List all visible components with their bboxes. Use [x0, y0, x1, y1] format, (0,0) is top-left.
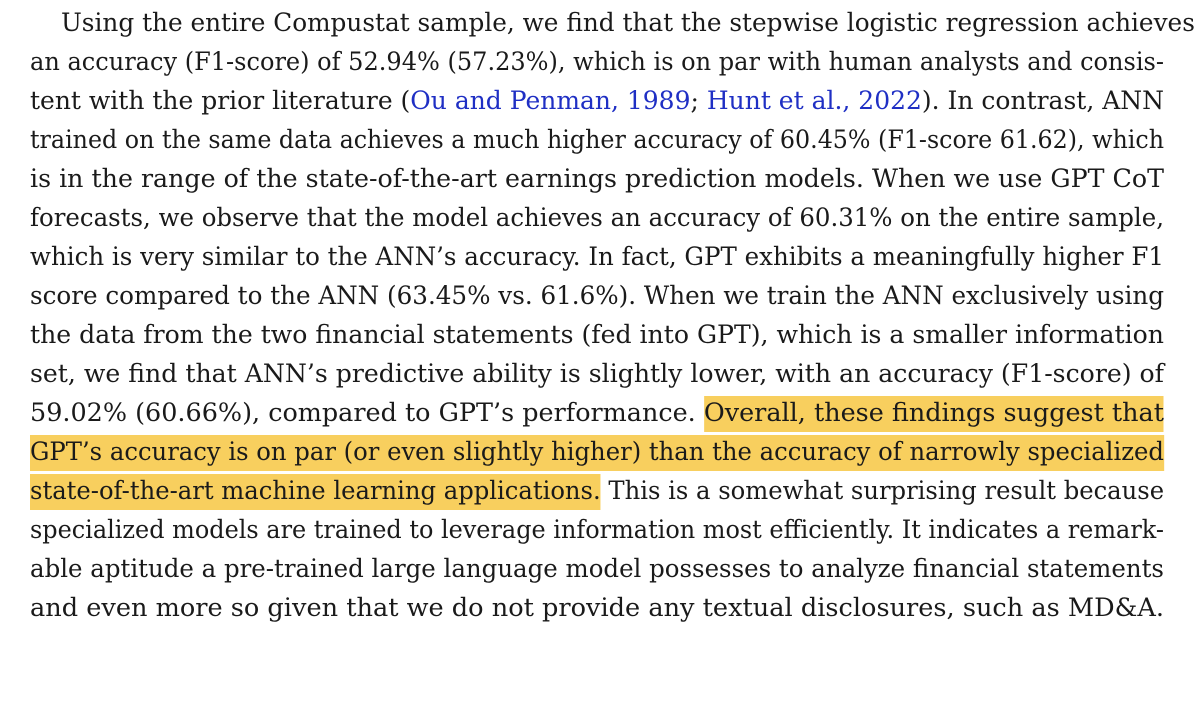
text-line: Using the entire Compustat sample, we fi…	[30, 3, 1195, 43]
text-line: set, we find that ANN’s predictive abili…	[30, 354, 1164, 394]
citation-link-ou-penman[interactable]: Ou and Penman, 1989	[410, 86, 691, 116]
text-line-last: and even more so given that we do not pr…	[30, 588, 1164, 628]
text-span: forecasts, we observe that the model ach…	[30, 203, 1164, 233]
text-span: able aptitude a pre-trained large langua…	[30, 554, 1164, 584]
text-span: set, we find that ANN’s predictive abili…	[30, 359, 1164, 389]
text-line: which is very similar to the ANN’s accur…	[30, 237, 1164, 277]
text-span: tent with the prior literature (	[30, 86, 411, 116]
text-span: Using the entire Compustat sample, we fi…	[60, 8, 1195, 38]
text-line: state-of-the-art machine learning applic…	[30, 471, 1164, 511]
text-span: which is very similar to the ANN’s accur…	[30, 242, 1165, 272]
text-span: an accuracy (F1-score) of 52.94% (57.23%…	[30, 47, 1164, 77]
text-line: able aptitude a pre-trained large langua…	[30, 549, 1164, 589]
highlighted-text: GPT’s accuracy is on par (or even slight…	[30, 435, 1164, 471]
text-line: is in the range of the state-of-the-art …	[30, 159, 1164, 199]
text-span: This is a somewhat surprising result bec…	[600, 476, 1165, 506]
citation-link-hunt[interactable]: Hunt et al., 2022	[706, 86, 922, 116]
text-span: is in the range of the state-of-the-art …	[30, 164, 1164, 194]
text-line: an accuracy (F1-score) of 52.94% (57.23%…	[30, 42, 1164, 82]
text-span: and even more so given that we do not pr…	[30, 593, 1164, 623]
text-line: GPT’s accuracy is on par (or even slight…	[30, 432, 1164, 472]
text-span: the data from the two financial statemen…	[30, 320, 1164, 350]
text-line: trained on the same data achieves a much…	[30, 120, 1164, 160]
text-span: ;	[690, 86, 707, 116]
highlighted-text: state-of-the-art machine learning applic…	[30, 474, 601, 510]
text-span: specialized models are trained to levera…	[30, 515, 1164, 545]
text-line: specialized models are trained to levera…	[30, 510, 1164, 550]
text-line: forecasts, we observe that the model ach…	[30, 198, 1164, 238]
text-span: 59.02% (60.66%), compared to GPT’s perfo…	[30, 398, 704, 428]
text-line: the data from the two financial statemen…	[30, 315, 1164, 355]
text-line: tent with the prior literature (Ou and P…	[30, 81, 1164, 121]
text-span: ). In contrast, ANN	[921, 86, 1164, 116]
text-span: score compared to the ANN (63.45% vs. 61…	[30, 281, 1164, 311]
text-span: trained on the same data achieves a much…	[30, 125, 1164, 155]
text-line: 59.02% (60.66%), compared to GPT’s perfo…	[30, 393, 1164, 433]
text-line: score compared to the ANN (63.45% vs. 61…	[30, 276, 1164, 316]
highlighted-text: Overall, these findings suggest that	[703, 396, 1164, 432]
